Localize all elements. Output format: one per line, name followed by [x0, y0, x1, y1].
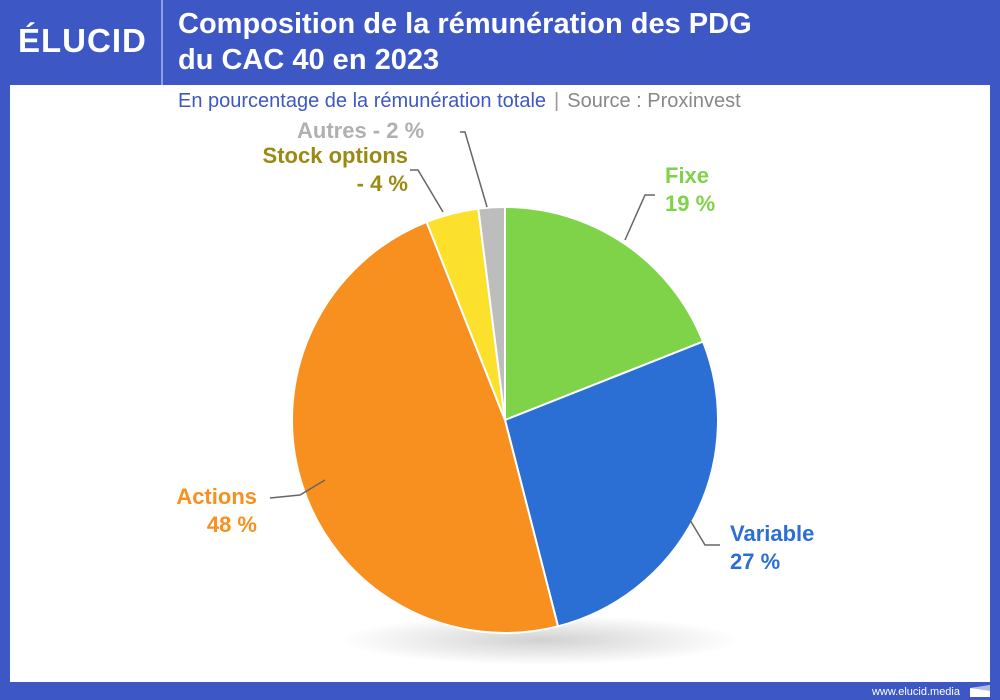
elucid-logo: ÉLUCID — [18, 22, 147, 59]
footer-url: www.elucid.media — [871, 686, 960, 698]
chart-subtitle: En pourcentage de la rémunération totale… — [178, 90, 741, 112]
source: Source : Proxinvest — [567, 90, 741, 112]
label-fixe: Fixe 19 % — [665, 163, 716, 216]
leader-lines — [269, 131, 720, 546]
pie-slice-autres — [477, 205, 506, 421]
pie-slice-actions — [291, 220, 560, 634]
pie-slice-fixe — [504, 205, 705, 422]
pie-shadow — [340, 615, 740, 665]
chart-title: Composition de la rémunération des PDG d… — [178, 8, 752, 76]
label-actions: Actions 48 % — [176, 484, 257, 537]
elucid-flag-icon — [970, 685, 990, 697]
label-variable: Variable 27 % — [730, 521, 815, 574]
pie-slice-variable — [503, 340, 719, 628]
label-stock-options: Stock options - 4 % — [262, 143, 408, 196]
header-divider — [161, 0, 163, 85]
label-autres: Autres - 2 % — [297, 118, 425, 143]
